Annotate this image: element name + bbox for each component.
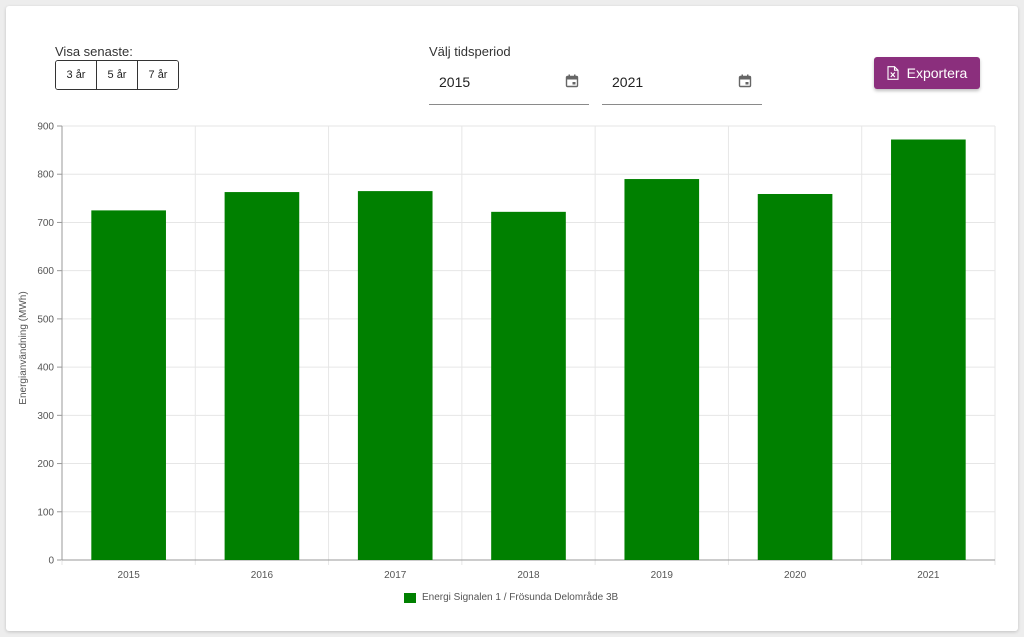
y-tick-label: 700: [37, 218, 54, 229]
y-tick-label: 600: [37, 266, 54, 277]
from-date-value: 2015: [439, 74, 471, 90]
x-tick-label: 2016: [251, 570, 274, 581]
bar-2018: [491, 211, 566, 560]
export-label: Exportera: [906, 65, 968, 81]
y-tick-label: 0: [48, 556, 54, 567]
y-tick-label: 900: [37, 122, 54, 133]
to-date-field[interactable]: 2021: [602, 64, 762, 105]
range-button-group: 3 år 5 år 7 år: [55, 60, 179, 90]
bar-2015: [91, 210, 166, 560]
legend-swatch: [404, 592, 416, 603]
bar-2019: [624, 179, 700, 561]
x-tick-label: 2020: [784, 570, 807, 581]
y-tick-label: 800: [37, 170, 54, 181]
legend[interactable]: Energi Signalen 1 / Frösunda Delområde 3…: [404, 592, 618, 603]
legend-label: Energi Signalen 1 / Frösunda Delområde 3…: [422, 592, 619, 603]
bar-2016: [224, 192, 300, 560]
to-date-value: 2021: [612, 74, 644, 90]
calendar-icon[interactable]: [738, 74, 752, 88]
y-tick-label: 200: [37, 459, 54, 470]
y-tick-label: 300: [37, 411, 54, 422]
excel-file-icon: [887, 66, 899, 80]
y-axis-title: Energianvändning (MWh): [18, 291, 29, 404]
y-tick-label: 400: [37, 363, 54, 374]
calendar-icon[interactable]: [565, 74, 579, 88]
bar-2017: [357, 191, 433, 560]
range-5-years-button[interactable]: 5 år: [97, 61, 138, 89]
range-3-years-button[interactable]: 3 år: [56, 61, 97, 89]
from-date-field[interactable]: 2015: [429, 64, 589, 105]
x-tick-label: 2018: [517, 570, 540, 581]
range-7-years-button[interactable]: 7 år: [138, 61, 178, 89]
range-label: Visa senaste:: [55, 44, 133, 59]
bar-2021: [891, 139, 966, 560]
export-button[interactable]: Exportera: [874, 57, 980, 89]
x-tick-label: 2017: [384, 570, 407, 581]
x-tick-label: 2019: [651, 570, 674, 581]
y-tick-label: 500: [37, 314, 54, 325]
y-tick-label: 100: [37, 507, 54, 518]
bar-2020: [757, 193, 833, 560]
x-tick-label: 2021: [917, 570, 940, 581]
period-label: Välj tidsperiod: [429, 44, 511, 59]
x-tick-label: 2015: [118, 570, 141, 581]
